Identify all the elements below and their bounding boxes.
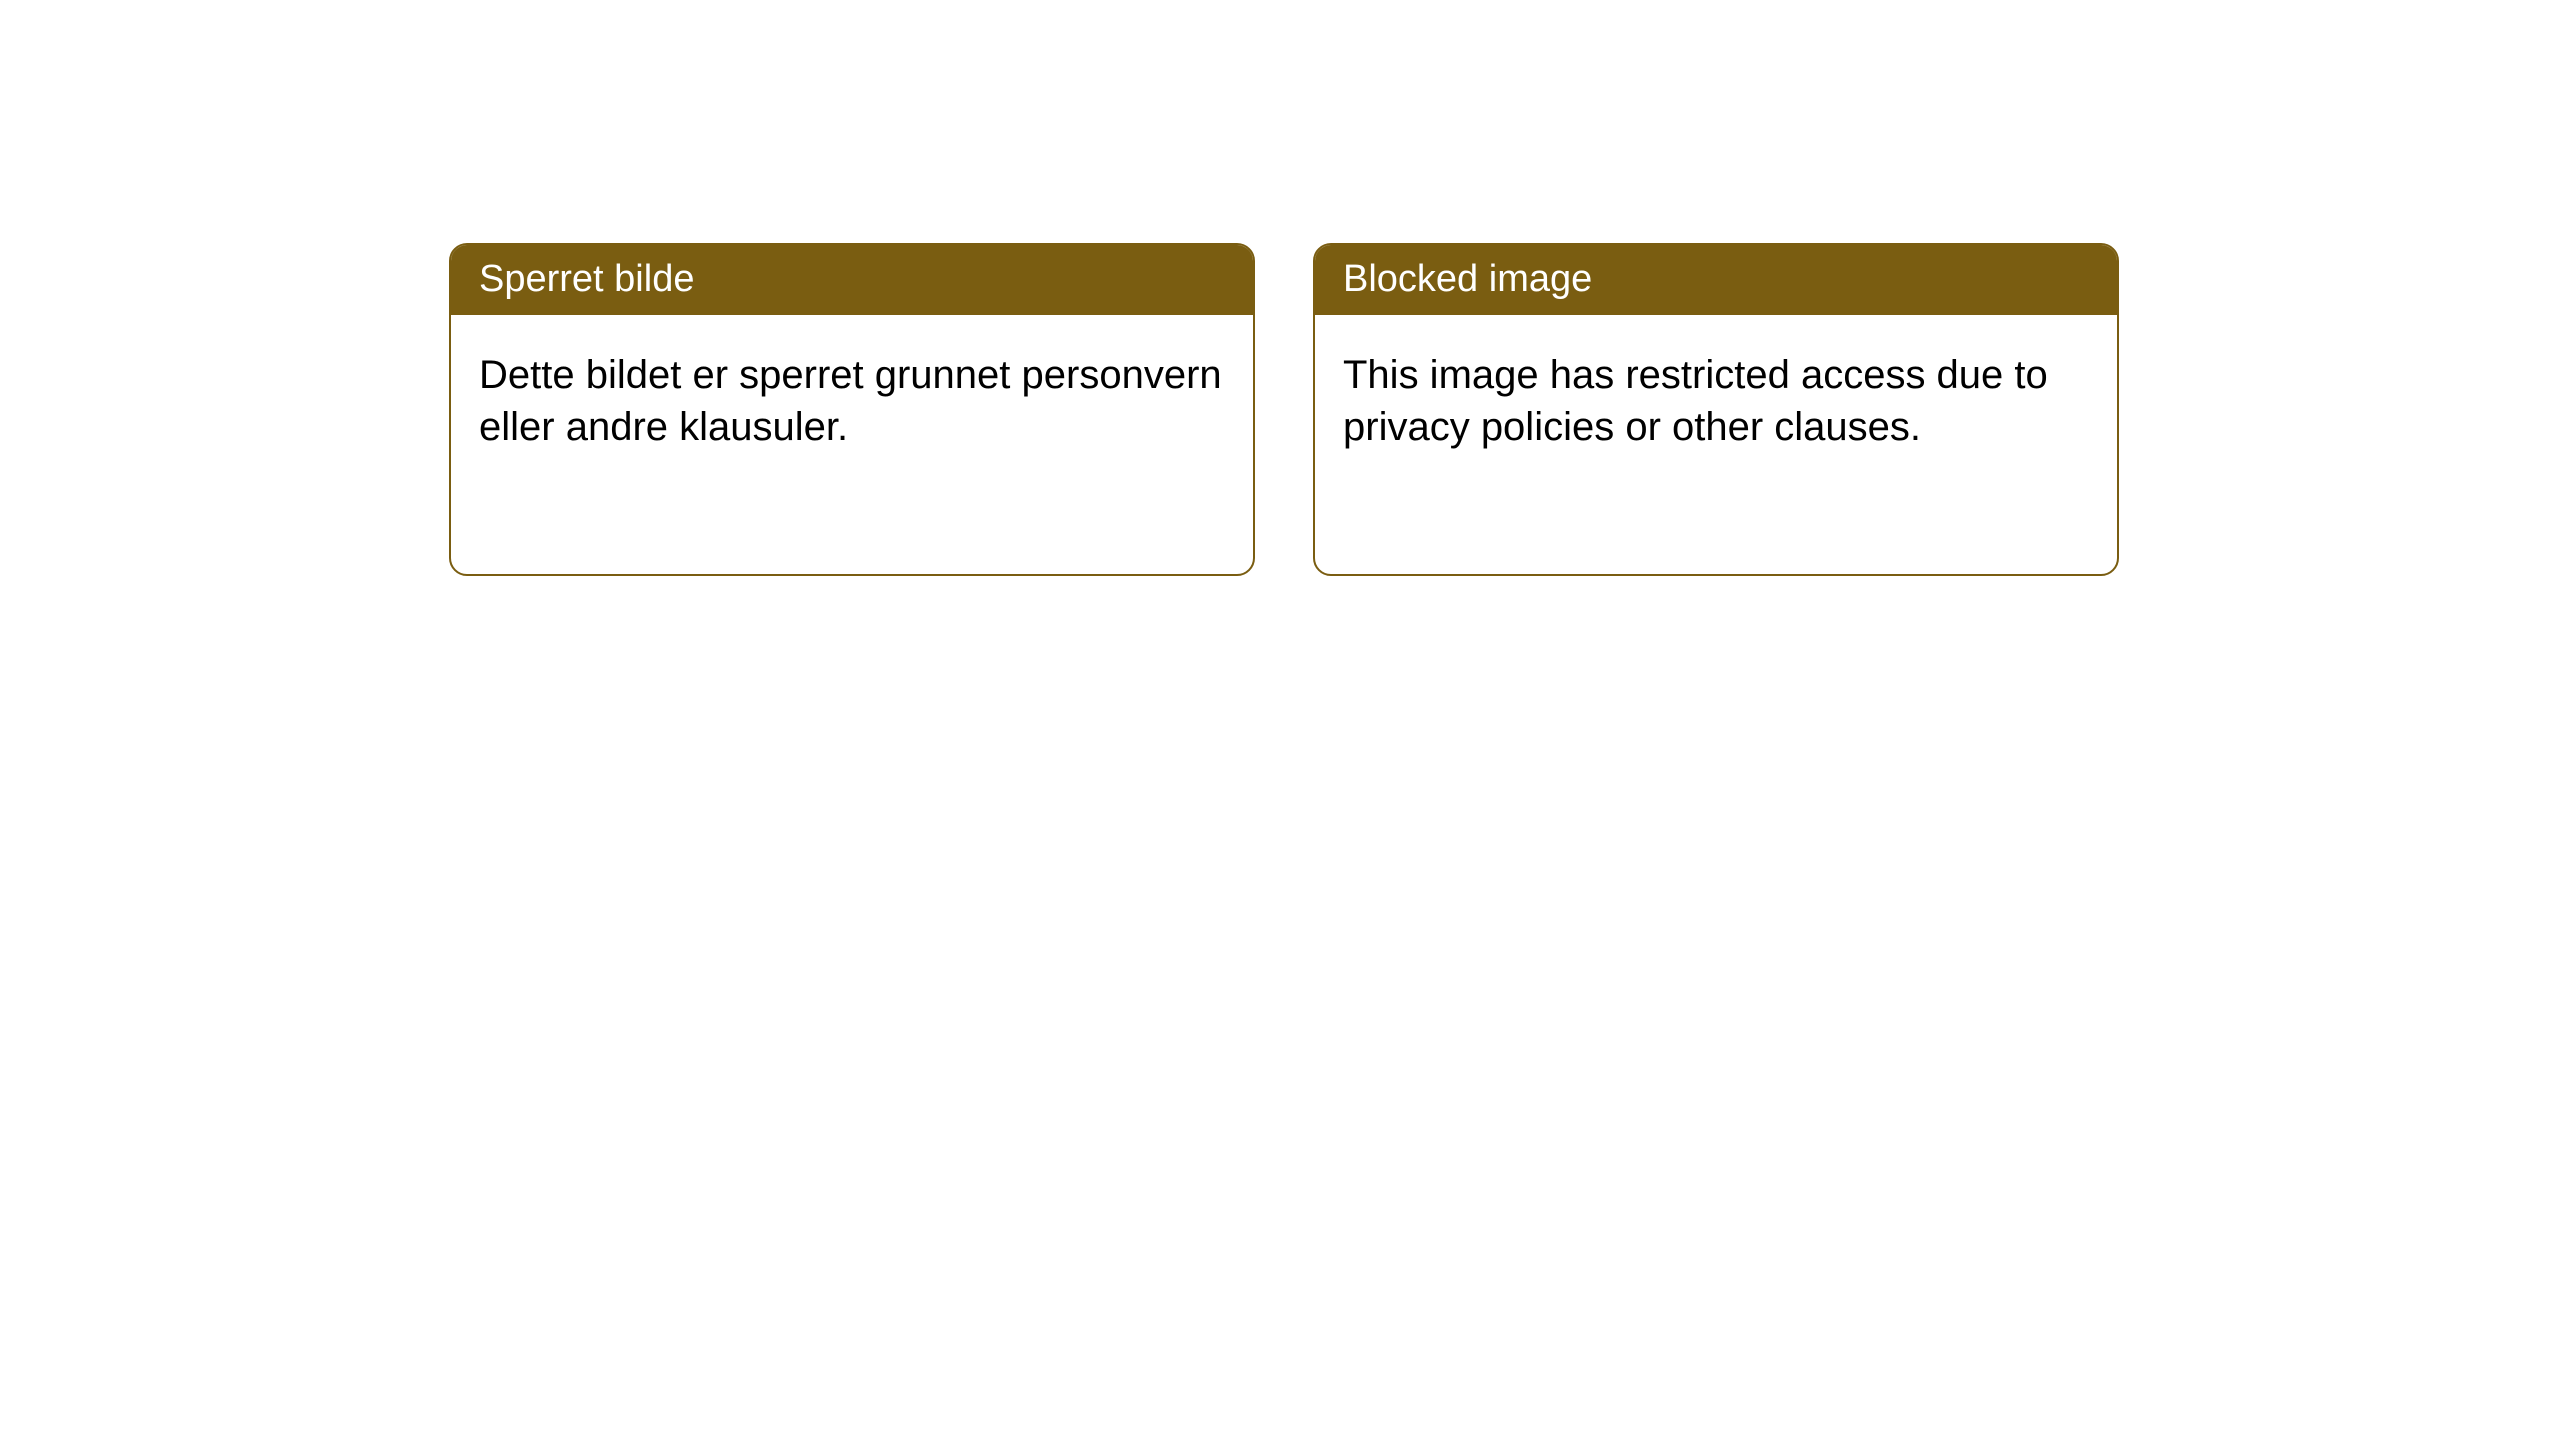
card-body-text: This image has restricted access due to … bbox=[1343, 353, 2048, 449]
card-body-text: Dette bildet er sperret grunnet personve… bbox=[479, 353, 1222, 449]
card-body: Dette bildet er sperret grunnet personve… bbox=[451, 315, 1253, 487]
card-title: Blocked image bbox=[1343, 258, 1592, 300]
notice-container: Sperret bilde Dette bildet er sperret gr… bbox=[0, 0, 2560, 576]
card-body: This image has restricted access due to … bbox=[1315, 315, 2117, 487]
card-title: Sperret bilde bbox=[479, 258, 694, 300]
blocked-image-card-en: Blocked image This image has restricted … bbox=[1313, 243, 2119, 576]
card-header: Blocked image bbox=[1315, 245, 2117, 315]
blocked-image-card-no: Sperret bilde Dette bildet er sperret gr… bbox=[449, 243, 1255, 576]
card-header: Sperret bilde bbox=[451, 245, 1253, 315]
